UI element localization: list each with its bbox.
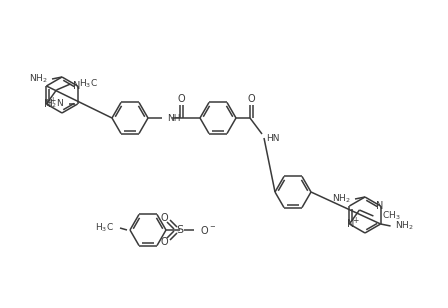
Text: NH$_2$: NH$_2$ xyxy=(30,73,48,85)
Text: +: + xyxy=(49,95,56,104)
Text: NH$_2$: NH$_2$ xyxy=(395,220,413,232)
Text: H$_3$C: H$_3$C xyxy=(79,78,99,90)
Text: H$_2$N: H$_2$N xyxy=(45,98,64,110)
Text: O: O xyxy=(160,237,168,247)
Text: O: O xyxy=(160,213,168,223)
Text: HN: HN xyxy=(266,133,280,143)
Text: O: O xyxy=(177,94,185,104)
Text: N: N xyxy=(376,201,383,211)
Text: N: N xyxy=(347,219,354,229)
Text: +: + xyxy=(352,216,358,225)
Text: NH: NH xyxy=(167,114,181,123)
Text: O: O xyxy=(247,94,255,104)
Text: O$^-$: O$^-$ xyxy=(200,224,216,236)
Text: NH$_2$: NH$_2$ xyxy=(332,193,351,205)
Text: N: N xyxy=(44,99,51,109)
Text: N: N xyxy=(73,81,80,91)
Text: CH$_3$: CH$_3$ xyxy=(383,210,401,222)
Text: S: S xyxy=(177,225,184,235)
Text: H$_3$C: H$_3$C xyxy=(95,222,114,234)
